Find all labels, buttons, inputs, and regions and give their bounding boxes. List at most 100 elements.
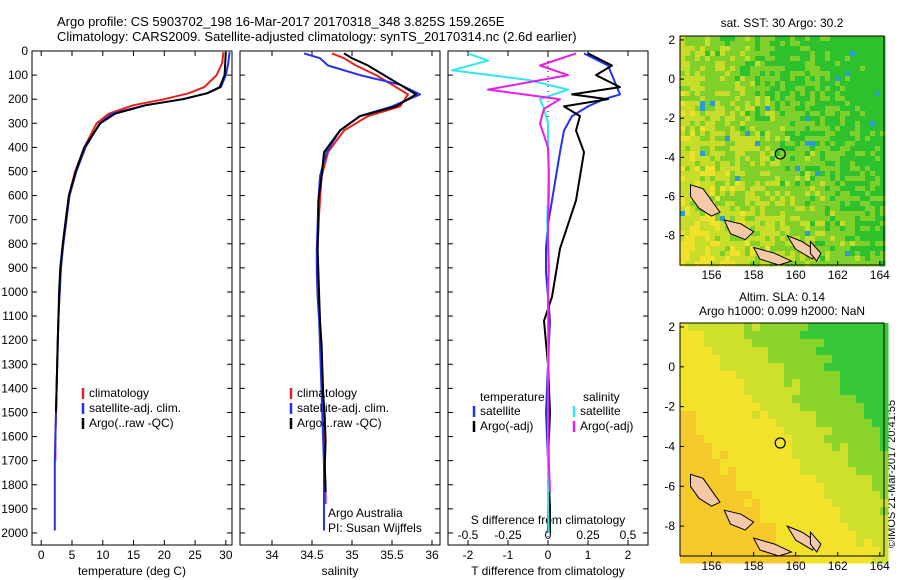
panel2-xtick-label: 35.5 (380, 548, 404, 562)
map2-island (752, 537, 793, 557)
map2-island (809, 530, 822, 553)
ytick-label: 1100 (2, 309, 28, 323)
panel2-xtick-label: 36 (425, 548, 439, 562)
panel1-xtick-label: 20 (158, 548, 172, 562)
panel2-annotation-line2: PI: Susan Wijffels (328, 521, 422, 535)
ytick-label: 300 (8, 116, 28, 130)
map2-xtick-label: 156 (702, 559, 722, 573)
map1-island (752, 246, 793, 266)
ytick-label: 1500 (1, 405, 28, 419)
panel3-xtick-label: -2 (463, 548, 474, 562)
panel1-xtick-label: 10 (96, 548, 110, 562)
map2-xtick-label: 158 (744, 559, 764, 573)
map1-title: sat. SST: 30 Argo: 30.2 (721, 16, 844, 30)
panel3-series-salinity-argo-adj- (487, 52, 577, 493)
ytick-label: 200 (8, 92, 28, 106)
panel2-legend-label: Argo(..raw -QC) (297, 416, 382, 430)
ytick-label: 1200 (1, 333, 28, 347)
map1-xtick-label: 158 (744, 268, 764, 282)
panel2-legend-label: satellite-adj. clim. (297, 401, 389, 415)
panel1-series-argo-raw-qc- (55, 52, 227, 413)
ytick-label: 1900 (1, 502, 28, 516)
map1-xtick-label: 160 (786, 268, 806, 282)
map2-title-line1: Altim. SLA: 0.14 (739, 290, 825, 304)
panel3-xtick-label: -1 (503, 548, 514, 562)
panel3-legend-title-salinity: salinity (583, 390, 620, 404)
ytick-label: 1400 (1, 381, 28, 395)
ytick-label: 600 (8, 189, 28, 203)
panel1-xlabel: temperature (deg C) (78, 564, 186, 578)
panel3-legend-label: satellite (480, 404, 521, 418)
map2-field (680, 323, 889, 564)
map1-ytick-label: 2 (668, 33, 675, 47)
panel2-xtick-label: 34.5 (300, 548, 324, 562)
map2-island (723, 509, 755, 531)
panel3-xtick-label: 2 (625, 548, 632, 562)
panel2-xlabel: salinity (322, 564, 359, 578)
map1-field (680, 36, 886, 267)
map1-ytick-label: -6 (664, 189, 675, 203)
map2-xtick-label: 164 (870, 559, 890, 573)
ytick-label: 100 (8, 68, 28, 82)
ytick-label: 500 (8, 164, 28, 178)
ytick-label: 1000 (1, 285, 28, 299)
map1-island (723, 219, 755, 241)
map1-xtick-label: 164 (870, 268, 890, 282)
panel2-xtick-label: 34 (265, 548, 279, 562)
map1-xtick-label: 162 (828, 268, 848, 282)
panel1-legend-label: climatology (89, 386, 149, 400)
panel3-legend-label: Argo(-adj) (480, 419, 533, 433)
panel1-xtick-label: 30 (219, 548, 233, 562)
panel2-xtick-label: 35 (345, 548, 359, 562)
panel1-xtick-label: 0 (38, 548, 45, 562)
map1-island (809, 240, 822, 262)
panel3-legend-label: satellite (580, 404, 621, 418)
figure-title-line1: Argo profile: CS 5903702_198 16-Mar-2017… (57, 14, 505, 29)
ytick-label: 1700 (1, 454, 28, 468)
panel2-legend-label: climatology (297, 386, 357, 400)
ytick-label: 900 (8, 261, 28, 275)
map2-title-line2: Argo h1000: 0.099 h2000: NaN (699, 304, 865, 318)
map1-xtick-label: 156 (702, 268, 722, 282)
panel3-xtick-top-label: 0.25 (576, 528, 600, 542)
panel2-series-argo-raw-qc- (316, 52, 417, 493)
map1-ytick-label: -2 (664, 111, 675, 125)
panel2-frame (239, 50, 441, 546)
panel3-legend-label: Argo(-adj) (580, 419, 633, 433)
panel3-xtick-top-label: 0.5 (620, 528, 637, 542)
map2-argo-marker (774, 437, 786, 449)
ytick-label: 400 (8, 140, 28, 154)
map2-ytick-label: -6 (664, 479, 675, 493)
ytick-label: 2000 (1, 526, 28, 540)
map2-ytick-label: -8 (664, 519, 675, 533)
panel1-legend-label: Argo(..raw -QC) (89, 416, 174, 430)
map2-xtick-label: 162 (828, 559, 848, 573)
map2-ytick-label: 0 (668, 360, 675, 374)
panel3-xtick-top-label: -0.5 (458, 528, 479, 542)
panel1-frame (31, 50, 233, 546)
panel1-xtick-label: 25 (188, 548, 202, 562)
ytick-label: 1600 (1, 430, 28, 444)
panel2-annotation-line1: Argo Australia (328, 506, 403, 520)
map1-island (690, 184, 721, 217)
panel3-xtick-label: 1 (585, 548, 592, 562)
map1-argo-marker (774, 148, 786, 160)
map2-ytick-label: 2 (668, 320, 675, 334)
map1-ytick-label: 0 (668, 72, 675, 86)
panel3-xlabel: T difference from climatology (471, 564, 625, 578)
map1-frame (679, 35, 885, 266)
panel1-xtick-label: 5 (69, 548, 76, 562)
map2-xtick-label: 160 (786, 559, 806, 573)
map2-ytick-label: -4 (664, 439, 675, 453)
ytick-label: 1800 (1, 478, 28, 492)
map2-ytick-label: -2 (664, 400, 675, 414)
ytick-label: 0 (21, 44, 28, 58)
panel1-legend-label: satellite-adj. clim. (89, 401, 181, 415)
map1-ytick-label: -8 (664, 229, 675, 243)
panel3-xtick-label: 0 (545, 548, 552, 562)
figure-title-line2: Climatology: CARS2009. Satellite-adjuste… (57, 29, 577, 44)
map1-ytick-label: -4 (664, 150, 675, 164)
ytick-label: 1300 (1, 357, 28, 371)
map2-island (690, 473, 721, 507)
